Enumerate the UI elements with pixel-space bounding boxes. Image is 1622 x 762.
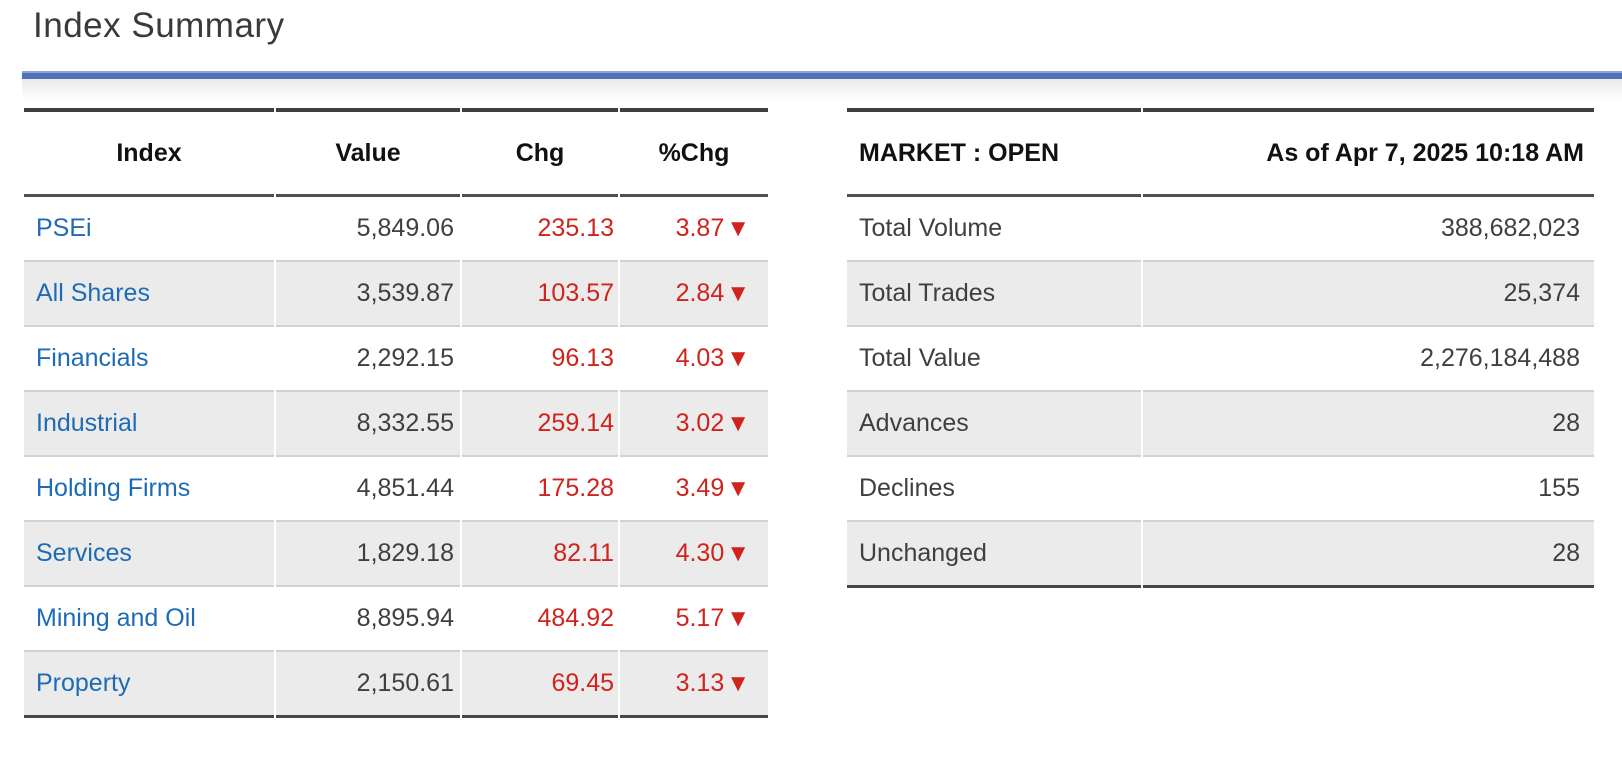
index-pct-chg: 2.84▼: [620, 262, 768, 327]
table-row: Financials 2,292.15 96.13 4.03▼: [24, 327, 768, 392]
index-link-services[interactable]: Services: [36, 539, 132, 567]
table-row: Industrial 8,332.55 259.14 3.02▼: [24, 392, 768, 457]
market-status: MARKET : OPEN: [847, 108, 1141, 197]
stat-label: Total Trades: [847, 262, 1141, 327]
table-row: Mining and Oil 8,895.94 484.92 5.17▼: [24, 587, 768, 652]
pct-chg-value: 4.03: [675, 344, 725, 372]
index-chg: 103.57: [462, 262, 618, 327]
stat-label: Total Volume: [847, 197, 1141, 262]
index-value: 8,332.55: [276, 392, 460, 457]
pct-chg-value: 3.49: [675, 474, 725, 502]
pct-chg-value: 5.17: [675, 604, 725, 632]
index-link-industrial[interactable]: Industrial: [36, 409, 138, 437]
index-value: 5,849.06: [276, 197, 460, 262]
down-triangle-icon: ▼: [726, 540, 750, 567]
table-row: Property 2,150.61 69.45 3.13▼: [24, 652, 768, 718]
index-chg: 96.13: [462, 327, 618, 392]
table-row: Total Trades 25,374: [847, 262, 1594, 327]
pct-chg-value: 2.84: [675, 279, 725, 307]
table-header-row: Index Value Chg %Chg: [24, 108, 768, 197]
index-link-all-shares[interactable]: All Shares: [36, 279, 150, 307]
down-triangle-icon: ▼: [726, 605, 750, 632]
index-chg: 82.11: [462, 522, 618, 587]
market-header-row: MARKET : OPEN As of Apr 7, 2025 10:18 AM: [847, 108, 1594, 197]
index-pct-chg: 3.02▼: [620, 392, 768, 457]
index-pct-chg: 5.17▼: [620, 587, 768, 652]
index-chg: 69.45: [462, 652, 618, 718]
stat-value: 25,374: [1143, 262, 1594, 327]
table-row: Total Value 2,276,184,488: [847, 327, 1594, 392]
table-row: All Shares 3,539.87 103.57 2.84▼: [24, 262, 768, 327]
index-chg: 235.13: [462, 197, 618, 262]
stat-label: Advances: [847, 392, 1141, 457]
content-area: Index Value Chg %Chg PSEi 5,849.06 235.1…: [22, 108, 1622, 718]
column-header-pct-chg: %Chg: [620, 108, 768, 197]
as-of-timestamp: As of Apr 7, 2025 10:18 AM: [1143, 108, 1594, 197]
market-summary-table: MARKET : OPEN As of Apr 7, 2025 10:18 AM…: [845, 108, 1596, 588]
column-header-value: Value: [276, 108, 460, 197]
table-row: Holding Firms 4,851.44 175.28 3.49▼: [24, 457, 768, 522]
pct-chg-value: 3.13: [675, 669, 725, 697]
stat-value: 388,682,023: [1143, 197, 1594, 262]
index-value: 2,292.15: [276, 327, 460, 392]
table-row: Services 1,829.18 82.11 4.30▼: [24, 522, 768, 587]
stat-value: 155: [1143, 457, 1594, 522]
down-triangle-icon: ▼: [726, 345, 750, 372]
index-link-property[interactable]: Property: [36, 669, 131, 697]
stat-value: 2,276,184,488: [1143, 327, 1594, 392]
down-triangle-icon: ▼: [726, 410, 750, 437]
index-value: 8,895.94: [276, 587, 460, 652]
index-value: 2,150.61: [276, 652, 460, 718]
stat-label: Unchanged: [847, 522, 1141, 588]
accent-rule: [22, 71, 1622, 79]
pct-chg-value: 4.30: [675, 539, 725, 567]
index-chg: 484.92: [462, 587, 618, 652]
index-value: 4,851.44: [276, 457, 460, 522]
stat-label: Declines: [847, 457, 1141, 522]
fade-band: [22, 79, 1622, 105]
index-pct-chg: 4.03▼: [620, 327, 768, 392]
table-row: Unchanged 28: [847, 522, 1594, 588]
index-chg: 259.14: [462, 392, 618, 457]
down-triangle-icon: ▼: [726, 475, 750, 502]
index-link-holding-firms[interactable]: Holding Firms: [36, 474, 191, 502]
index-link-psei[interactable]: PSEi: [36, 214, 92, 242]
index-pct-chg: 3.13▼: [620, 652, 768, 718]
index-link-mining-and-oil[interactable]: Mining and Oil: [36, 604, 196, 632]
index-chg: 175.28: [462, 457, 618, 522]
page-title: Index Summary: [33, 6, 285, 45]
column-header-chg: Chg: [462, 108, 618, 197]
column-header-index: Index: [24, 108, 274, 197]
index-summary-table: Index Value Chg %Chg PSEi 5,849.06 235.1…: [22, 108, 770, 718]
table-row: Declines 155: [847, 457, 1594, 522]
pct-chg-value: 3.87: [675, 214, 725, 242]
index-pct-chg: 3.87▼: [620, 197, 768, 262]
pct-chg-value: 3.02: [675, 409, 725, 437]
index-pct-chg: 4.30▼: [620, 522, 768, 587]
index-value: 1,829.18: [276, 522, 460, 587]
stat-value: 28: [1143, 392, 1594, 457]
down-triangle-icon: ▼: [726, 280, 750, 307]
index-value: 3,539.87: [276, 262, 460, 327]
table-row: Total Volume 388,682,023: [847, 197, 1594, 262]
down-triangle-icon: ▼: [726, 215, 750, 242]
table-row: Advances 28: [847, 392, 1594, 457]
index-link-financials[interactable]: Financials: [36, 344, 149, 372]
stat-value: 28: [1143, 522, 1594, 588]
stat-label: Total Value: [847, 327, 1141, 392]
down-triangle-icon: ▼: [726, 670, 750, 697]
index-pct-chg: 3.49▼: [620, 457, 768, 522]
table-row: PSEi 5,849.06 235.13 3.87▼: [24, 197, 768, 262]
